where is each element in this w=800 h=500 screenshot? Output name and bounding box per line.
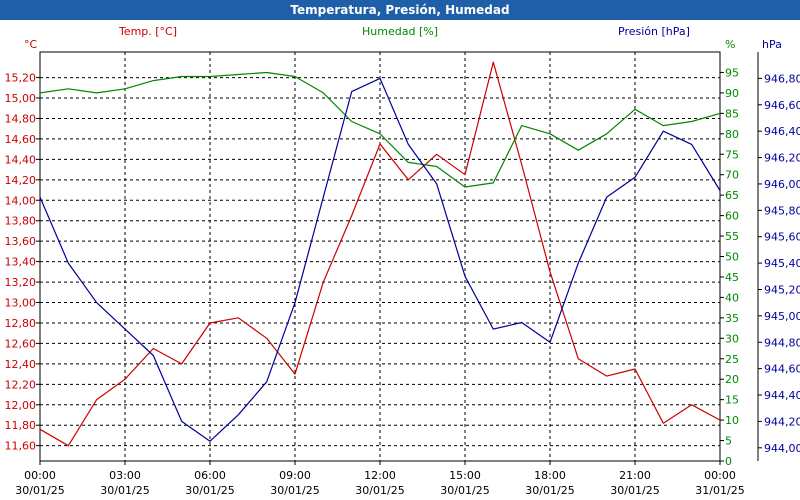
x-tick-time: 09:00: [279, 469, 311, 482]
humidity-tick-label: 45: [725, 271, 739, 284]
x-tick-date: 30/01/25: [100, 484, 149, 497]
temperature-ticks: 11,60 11,80 12,00 12,20 12,40 12,60 12,80 13,00…: [5, 72, 40, 453]
x-tick-time: 12:00: [364, 469, 396, 482]
x-tick-date: 30/01/25: [355, 484, 404, 497]
pressure-tick-label: 945,40: [764, 257, 800, 270]
series-line-humidity: [39, 71, 721, 188]
x-tick-time: 15:00: [449, 469, 481, 482]
pressure-tick-label: 944,00: [764, 442, 800, 455]
humidity-tick-label: 90: [725, 87, 739, 100]
x-tick-time: 03:00: [109, 469, 141, 482]
temp-tick-label: 13,40: [5, 256, 37, 269]
humidity-unit-label: %: [725, 38, 735, 51]
humidity-tick-label: 0: [725, 455, 732, 468]
temp-tick-label: 12,60: [5, 337, 37, 350]
temp-unit-label: °C: [24, 38, 38, 51]
humidity-tick-label: 70: [725, 169, 739, 182]
humidity-tick-label: 20: [725, 373, 739, 386]
x-tick-date: 30/01/25: [525, 484, 574, 497]
pressure-tick-label: 945,00: [764, 310, 800, 323]
temp-tick-label: 14,60: [5, 133, 37, 146]
pressure-tick-label: 944,40: [764, 389, 800, 402]
x-ticks: 00:00 30/01/25 03:00 30/01/25 06:00 30/01/25 0…: [15, 461, 745, 497]
humidity-tick-label: 95: [725, 66, 739, 79]
humidity-tick-label: 5: [725, 435, 732, 448]
pressure-tick-label: 944,80: [764, 336, 800, 349]
temp-tick-label: 13,60: [5, 235, 37, 248]
humidity-tick-label: 65: [725, 189, 739, 202]
humidity-tick-label: 40: [725, 291, 739, 304]
pressure-tick-label: 945,20: [764, 283, 800, 296]
x-tick-date: 30/01/25: [440, 484, 489, 497]
temp-tick-label: 11,80: [5, 419, 37, 432]
chart-title: Temperatura, Presión, Humedad: [0, 0, 800, 20]
temp-tick-label: 12,20: [5, 378, 37, 391]
x-tick-time: 06:00: [194, 469, 226, 482]
temp-tick-label: 12,80: [5, 317, 37, 330]
pressure-axis-title: Presión [hPa]: [618, 25, 690, 38]
pressure-tick-label: 945,60: [764, 231, 800, 244]
temp-tick-label: 13,20: [5, 276, 37, 289]
pressure-tick-label: 945,80: [764, 204, 800, 217]
x-tick-date: 30/01/25: [15, 484, 64, 497]
x-tick-time: 18:00: [534, 469, 566, 482]
temp-tick-label: 14,40: [5, 153, 37, 166]
humidity-axis-title: Humedad [%]: [362, 25, 438, 38]
humidity-ticks: 0 5 10 15 20 25 30 35 40 45 50 55 60 65 70 75 80 85 90 95: [720, 66, 739, 468]
series-lines: [39, 61, 721, 447]
humidity-tick-label: 10: [725, 414, 739, 427]
x-tick-date: 30/01/25: [270, 484, 319, 497]
pressure-ticks: 944,00 944,20 944,40 944,60 944,80 945,00 945,…: [757, 52, 800, 461]
temp-tick-label: 14,20: [5, 174, 37, 187]
temp-tick-label: 11,60: [5, 440, 37, 453]
pressure-unit-label: hPa: [762, 38, 782, 51]
x-tick-date: 31/01/25: [695, 484, 744, 497]
temp-tick-label: 12,00: [5, 399, 37, 412]
axis-labels: °C Temp. [°C] Humedad [%] Presión [hPa] …: [24, 25, 782, 51]
pressure-tick-label: 946,80: [764, 72, 800, 85]
pressure-tick-label: 946,20: [764, 152, 800, 165]
x-tick-time: 21:00: [619, 469, 651, 482]
x-tick-time: 00:00: [24, 469, 56, 482]
pressure-tick-label: 944,20: [764, 415, 800, 428]
humidity-tick-label: 50: [725, 251, 739, 264]
x-tick-date: 30/01/25: [185, 484, 234, 497]
temp-tick-label: 13,80: [5, 215, 37, 228]
humidity-tick-label: 35: [725, 312, 739, 325]
temp-tick-label: 14,80: [5, 112, 37, 125]
pressure-tick-label: 944,60: [764, 363, 800, 376]
humidity-tick-label: 25: [725, 353, 739, 366]
humidity-tick-label: 80: [725, 128, 739, 141]
pressure-tick-label: 946,60: [764, 99, 800, 112]
x-tick-time: 00:00: [704, 469, 736, 482]
temp-tick-label: 13,00: [5, 297, 37, 310]
humidity-tick-label: 85: [725, 107, 739, 120]
humidity-tick-label: 75: [725, 148, 739, 161]
humidity-tick-label: 55: [725, 230, 739, 243]
temp-tick-label: 14,00: [5, 194, 37, 207]
temp-tick-label: 15,20: [5, 72, 37, 85]
series-line-pressure: [39, 77, 721, 442]
pressure-tick-label: 946,40: [764, 125, 800, 138]
temp-tick-label: 12,40: [5, 358, 37, 371]
humidity-tick-label: 15: [725, 394, 739, 407]
series-line-temperature: [39, 61, 721, 447]
temp-tick-label: 15,00: [5, 92, 37, 105]
humidity-tick-label: 60: [725, 210, 739, 223]
x-tick-date: 30/01/25: [610, 484, 659, 497]
temp-axis-title: Temp. [°C]: [118, 25, 177, 38]
pressure-tick-label: 946,00: [764, 178, 800, 191]
humidity-tick-label: 30: [725, 332, 739, 345]
grid: [40, 52, 720, 461]
